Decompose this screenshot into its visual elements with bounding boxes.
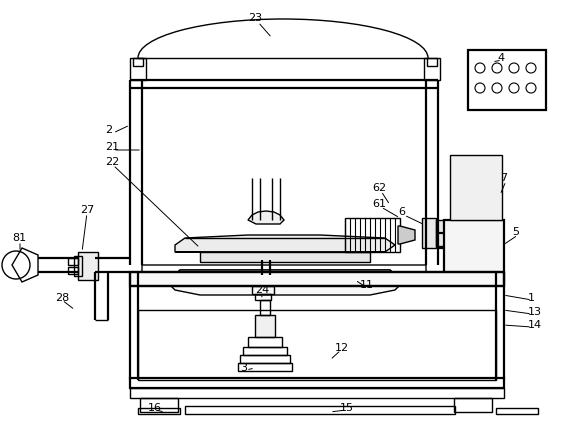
Bar: [138, 310, 496, 380]
Bar: [444, 220, 504, 285]
Text: 4: 4: [497, 53, 504, 63]
Text: 62: 62: [372, 183, 386, 193]
Text: 3: 3: [240, 363, 247, 373]
Text: 6: 6: [398, 207, 405, 217]
Text: 16: 16: [148, 403, 162, 413]
Polygon shape: [175, 235, 395, 252]
Bar: [252, 286, 274, 294]
Bar: [200, 252, 370, 262]
Bar: [496, 408, 538, 414]
Bar: [133, 58, 143, 66]
Bar: [454, 398, 492, 412]
Bar: [345, 218, 400, 252]
Bar: [424, 58, 440, 80]
Text: 11: 11: [360, 280, 374, 290]
Bar: [255, 294, 271, 300]
Text: 5: 5: [512, 227, 519, 237]
Bar: [74, 256, 82, 276]
Text: 24: 24: [255, 285, 269, 295]
Bar: [78, 252, 98, 280]
Bar: [130, 388, 504, 398]
Bar: [140, 398, 178, 412]
Polygon shape: [175, 252, 385, 260]
Text: 12: 12: [335, 343, 349, 353]
Polygon shape: [248, 211, 284, 224]
Text: 15: 15: [340, 403, 354, 413]
Bar: [427, 58, 437, 66]
Text: 27: 27: [80, 205, 94, 215]
Bar: [130, 58, 146, 80]
Bar: [243, 347, 287, 355]
Bar: [238, 363, 292, 371]
Bar: [450, 155, 502, 220]
Text: 21: 21: [105, 142, 119, 152]
Text: 2: 2: [105, 125, 112, 135]
Bar: [130, 378, 504, 388]
Bar: [240, 355, 290, 363]
Text: 23: 23: [248, 13, 262, 23]
Bar: [138, 408, 180, 414]
Bar: [422, 218, 436, 248]
Polygon shape: [167, 270, 403, 295]
Bar: [185, 406, 455, 414]
Text: 61: 61: [372, 199, 386, 209]
Bar: [260, 300, 270, 315]
Bar: [68, 258, 78, 265]
Text: 28: 28: [55, 293, 69, 303]
Polygon shape: [398, 226, 415, 244]
Bar: [436, 220, 444, 246]
Text: 81: 81: [12, 233, 26, 243]
Text: 13: 13: [528, 307, 542, 317]
Bar: [68, 267, 78, 274]
Bar: [468, 50, 546, 110]
Text: 14: 14: [528, 320, 542, 330]
Bar: [130, 272, 504, 286]
Bar: [255, 315, 275, 337]
Text: 22: 22: [105, 157, 119, 167]
Text: 1: 1: [528, 293, 535, 303]
Bar: [248, 337, 282, 347]
Text: 7: 7: [500, 173, 507, 183]
